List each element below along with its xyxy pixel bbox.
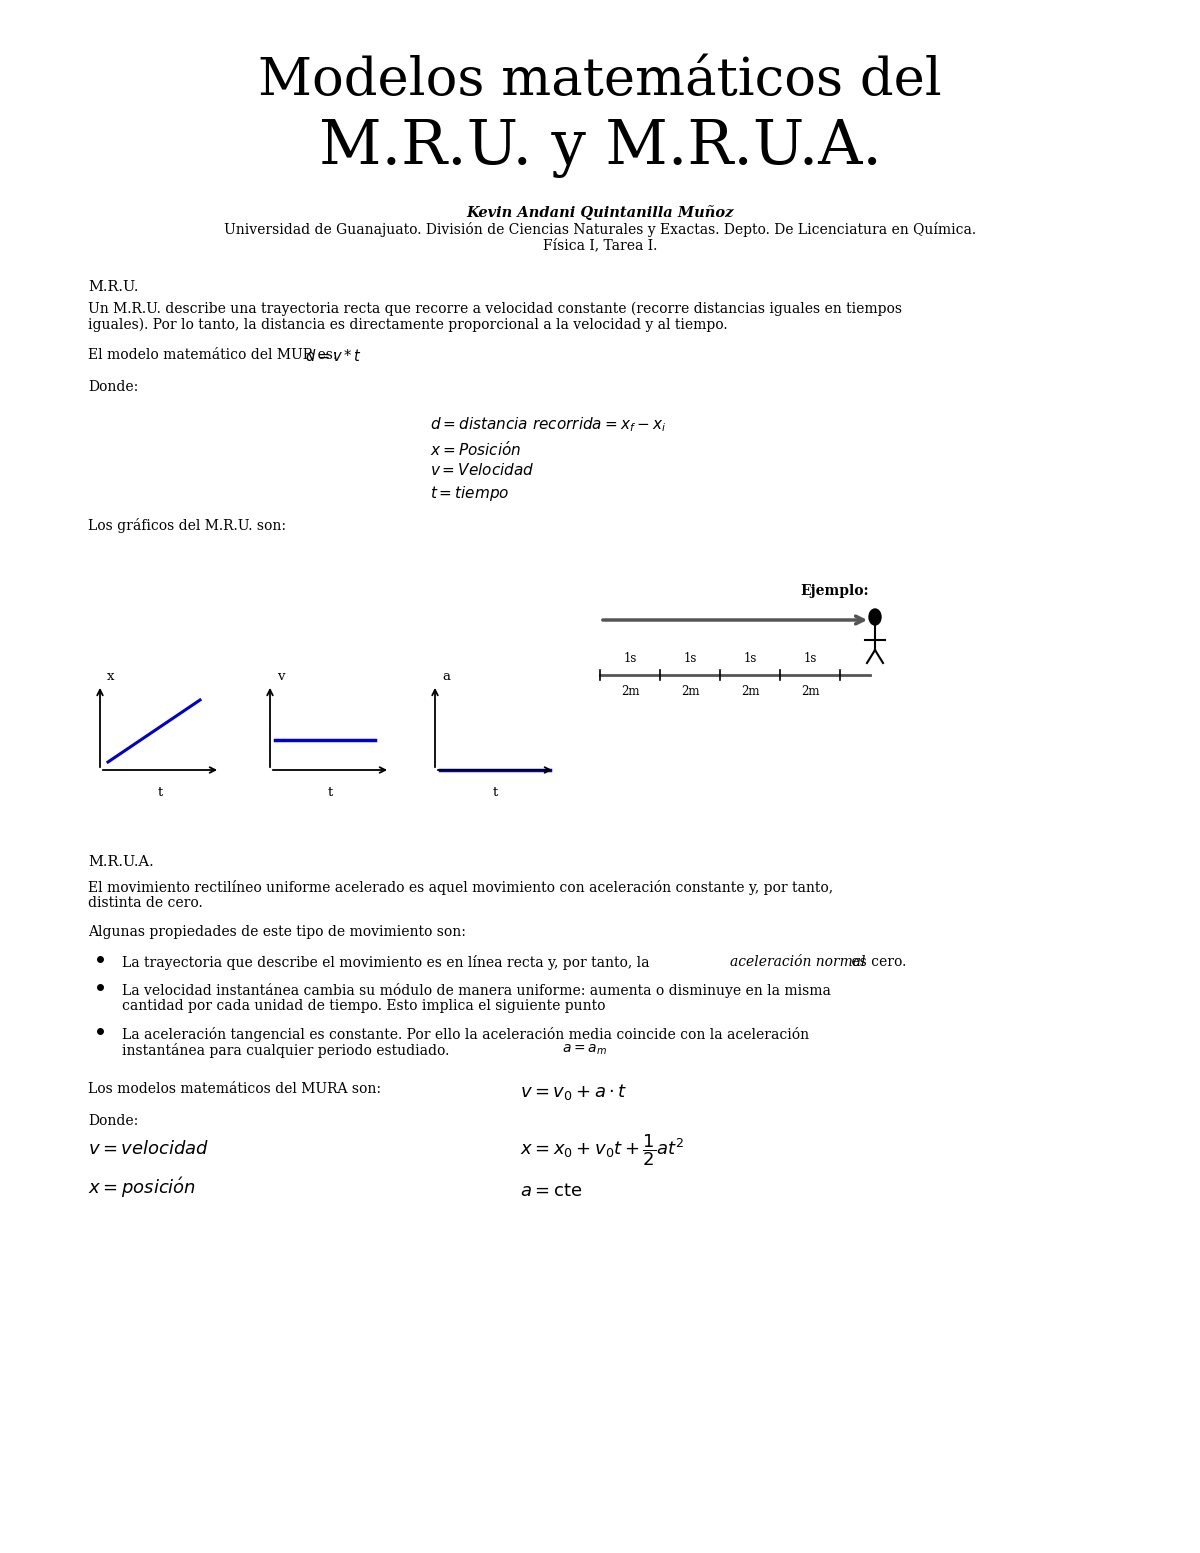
Text: $t = tiempo$: $t = tiempo$ — [430, 485, 510, 503]
Text: $v = velocidad$: $v = velocidad$ — [88, 1140, 209, 1159]
Text: Kevin Andani Quintanilla Muñoz: Kevin Andani Quintanilla Muñoz — [467, 205, 733, 221]
Text: a: a — [442, 669, 450, 683]
Text: Donde:: Donde: — [88, 1114, 138, 1127]
Text: La velocidad instantánea cambia su módulo de manera uniforme: aumenta o disminuy: La velocidad instantánea cambia su módul… — [122, 983, 830, 999]
Text: t: t — [157, 786, 163, 798]
Text: M.R.U.: M.R.U. — [88, 280, 138, 294]
Text: 2m: 2m — [800, 685, 820, 697]
Text: $d = distancia\ recorrida = x_f - x_i$: $d = distancia\ recorrida = x_f - x_i$ — [430, 415, 666, 433]
Text: La aceleración tangencial es constante. Por ello la aceleración media coincide c: La aceleración tangencial es constante. … — [122, 1027, 809, 1042]
Text: Ejemplo:: Ejemplo: — [800, 584, 869, 598]
Text: v: v — [277, 669, 284, 683]
Text: $a = a_m$: $a = a_m$ — [562, 1044, 607, 1058]
Text: $v = Velocidad$: $v = Velocidad$ — [430, 461, 534, 478]
Text: 1s: 1s — [683, 652, 697, 665]
Text: El movimiento rectilíneo uniforme acelerado es aquel movimiento con aceleración : El movimiento rectilíneo uniforme aceler… — [88, 881, 833, 895]
Text: 2m: 2m — [620, 685, 640, 697]
Text: cantidad por cada unidad de tiempo. Esto implica el siguiente punto: cantidad por cada unidad de tiempo. Esto… — [122, 999, 606, 1013]
Text: 2m: 2m — [740, 685, 760, 697]
Text: x: x — [107, 669, 114, 683]
Text: 2m: 2m — [680, 685, 700, 697]
Ellipse shape — [869, 609, 881, 624]
Text: Física I, Tarea I.: Física I, Tarea I. — [542, 238, 658, 252]
Text: 1s: 1s — [743, 652, 757, 665]
Text: Donde:: Donde: — [88, 380, 138, 394]
Text: es cero.: es cero. — [847, 955, 906, 969]
Text: t: t — [492, 786, 498, 798]
Text: 1s: 1s — [803, 652, 817, 665]
Text: Modelos matemáticos del: Modelos matemáticos del — [258, 54, 942, 106]
Text: M.R.U.A.: M.R.U.A. — [88, 856, 154, 870]
Text: instantánea para cualquier periodo estudiado.: instantánea para cualquier periodo estud… — [122, 1044, 449, 1058]
Text: M.R.U. y M.R.U.A.: M.R.U. y M.R.U.A. — [318, 118, 882, 179]
Text: $d = v * t$: $d = v * t$ — [305, 348, 362, 363]
Text: La trayectoria que describe el movimiento es en línea recta y, por tanto, la: La trayectoria que describe el movimient… — [122, 955, 654, 971]
Text: Universidad de Guanajuato. División de Ciencias Naturales y Exactas. Depto. De L: Universidad de Guanajuato. División de C… — [224, 222, 976, 238]
Text: iguales). Por lo tanto, la distancia es directamente proporcional a la velocidad: iguales). Por lo tanto, la distancia es … — [88, 318, 727, 332]
Text: $a = \mathrm{cte}$: $a = \mathrm{cte}$ — [520, 1182, 582, 1200]
Text: t: t — [328, 786, 332, 798]
Text: $v = v_0 + a \cdot t$: $v = v_0 + a \cdot t$ — [520, 1082, 628, 1103]
Text: Los gráficos del M.R.U. son:: Los gráficos del M.R.U. son: — [88, 519, 286, 533]
Text: 1s: 1s — [623, 652, 637, 665]
Text: El modelo matemático del MUR es:: El modelo matemático del MUR es: — [88, 348, 337, 362]
Text: aceleración normal: aceleración normal — [730, 955, 865, 969]
Text: $x = posici\acute{o}n$: $x = posici\acute{o}n$ — [88, 1176, 196, 1200]
Text: $x = x_0 + v_0 t + \dfrac{1}{2}at^2$: $x = x_0 + v_0 t + \dfrac{1}{2}at^2$ — [520, 1132, 684, 1168]
Text: Un M.R.U. describe una trayectoria recta que recorre a velocidad constante (reco: Un M.R.U. describe una trayectoria recta… — [88, 301, 902, 317]
Text: $x = Posici\acute{o}n$: $x = Posici\acute{o}n$ — [430, 439, 522, 458]
Text: Los modelos matemáticos del MURA son:: Los modelos matemáticos del MURA son: — [88, 1082, 382, 1096]
Text: distinta de cero.: distinta de cero. — [88, 896, 203, 910]
Text: Algunas propiedades de este tipo de movimiento son:: Algunas propiedades de este tipo de movi… — [88, 926, 466, 940]
